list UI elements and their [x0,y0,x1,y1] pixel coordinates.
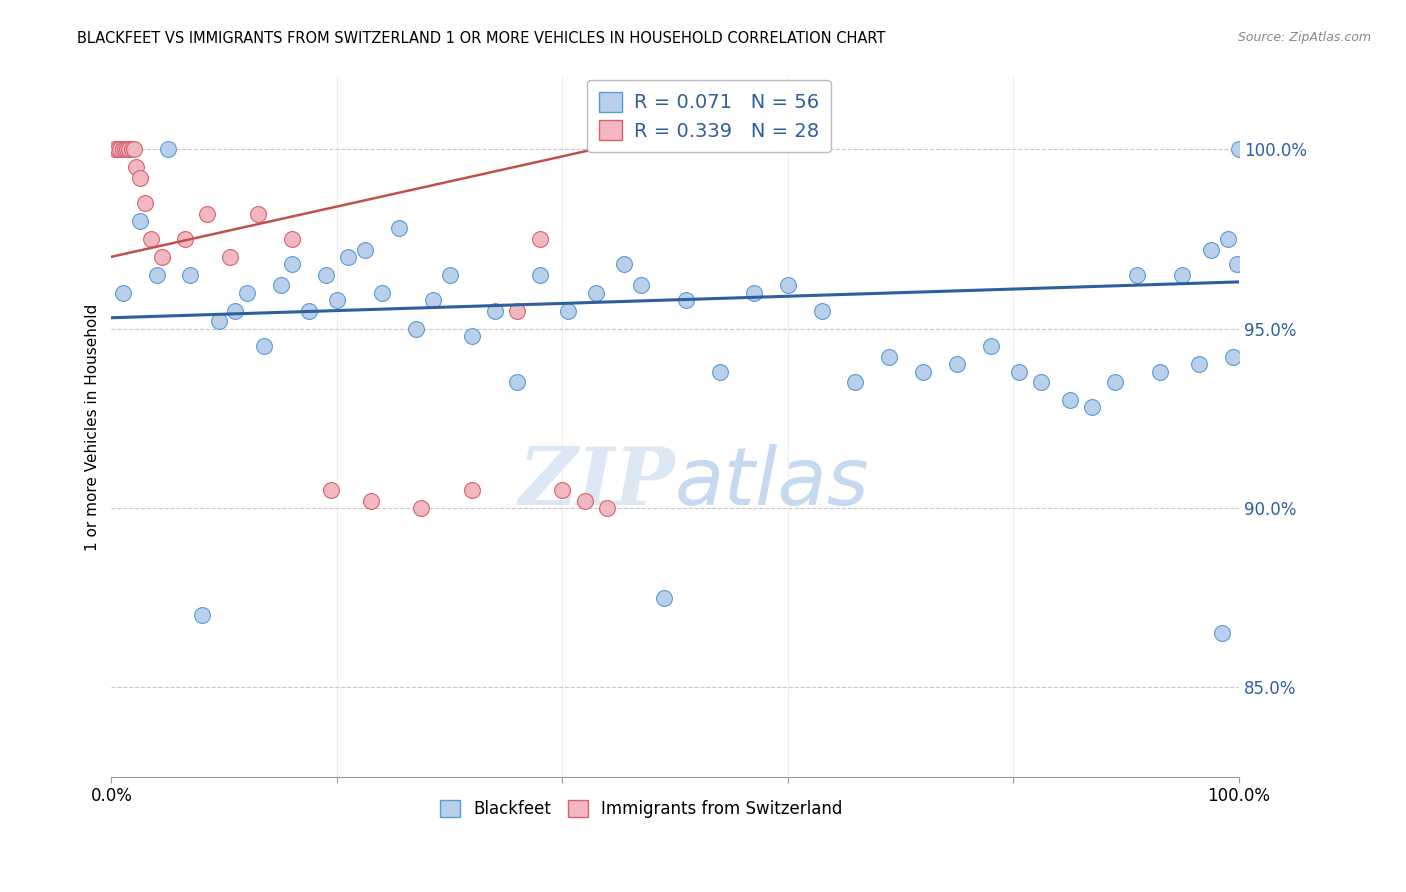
Blackfeet [844,376,866,390]
Blackfeet [298,303,321,318]
Blackfeet [315,268,337,282]
Blackfeet [1225,257,1247,271]
Blackfeet [190,608,212,623]
Blackfeet [1227,142,1250,156]
Blackfeet [1126,268,1149,282]
Immigrants from Switzerland [107,142,129,156]
Immigrants from Switzerland [574,493,596,508]
Blackfeet [557,303,579,318]
Blackfeet [1199,243,1222,257]
Blackfeet [207,314,229,328]
Immigrants from Switzerland [115,142,138,156]
Immigrants from Switzerland [173,232,195,246]
Immigrants from Switzerland [281,232,304,246]
Immigrants from Switzerland [111,142,134,156]
Blackfeet [946,358,969,372]
Blackfeet [1171,268,1194,282]
Blackfeet [326,293,349,307]
Blackfeet [371,285,394,300]
Immigrants from Switzerland [134,196,156,211]
Blackfeet [742,285,765,300]
Immigrants from Switzerland [246,207,269,221]
Blackfeet [585,285,607,300]
Immigrants from Switzerland [506,303,529,318]
Blackfeet [1031,376,1053,390]
Immigrants from Switzerland [150,250,173,264]
Blackfeet [484,303,506,318]
Immigrants from Switzerland [551,483,574,497]
Immigrants from Switzerland [360,493,382,508]
Blackfeet [439,268,461,282]
Text: atlas: atlas [675,444,870,522]
Blackfeet [179,268,201,282]
Blackfeet [810,303,832,318]
Blackfeet [145,268,167,282]
Blackfeet [388,221,411,235]
Blackfeet [128,214,150,228]
Blackfeet [630,278,652,293]
Immigrants from Switzerland [529,232,551,246]
Immigrants from Switzerland [110,142,132,156]
Immigrants from Switzerland [596,500,619,515]
Blackfeet [1059,393,1081,408]
Immigrants from Switzerland [411,500,433,515]
Blackfeet [652,591,675,605]
Blackfeet [1008,365,1031,379]
Blackfeet [156,142,179,156]
Blackfeet [1149,365,1171,379]
Blackfeet [613,257,636,271]
Blackfeet [354,243,377,257]
Blackfeet [529,268,551,282]
Immigrants from Switzerland [139,232,162,246]
Immigrants from Switzerland [122,142,145,156]
Immigrants from Switzerland [104,142,127,156]
Blackfeet [235,285,257,300]
Immigrants from Switzerland [114,142,136,156]
Immigrants from Switzerland [121,142,143,156]
Blackfeet [1216,232,1239,246]
Immigrants from Switzerland [118,142,141,156]
Text: ZIP: ZIP [519,444,675,522]
Blackfeet [252,339,274,353]
Blackfeet [337,250,360,264]
Immigrants from Switzerland [125,160,148,174]
Blackfeet [224,303,246,318]
Blackfeet [877,350,900,364]
Blackfeet [1222,350,1244,364]
Blackfeet [270,278,292,293]
Text: Source: ZipAtlas.com: Source: ZipAtlas.com [1237,31,1371,45]
Blackfeet [1211,626,1233,640]
Blackfeet [912,365,935,379]
Text: BLACKFEET VS IMMIGRANTS FROM SWITZERLAND 1 OR MORE VEHICLES IN HOUSEHOLD CORRELA: BLACKFEET VS IMMIGRANTS FROM SWITZERLAND… [77,31,886,46]
Blackfeet [1081,401,1104,415]
Blackfeet [675,293,697,307]
Immigrants from Switzerland [128,170,150,185]
Blackfeet [776,278,799,293]
Blackfeet [709,365,731,379]
Legend: Blackfeet, Immigrants from Switzerland: Blackfeet, Immigrants from Switzerland [433,793,849,824]
Blackfeet [1188,358,1211,372]
Blackfeet [980,339,1002,353]
Blackfeet [461,328,484,343]
Blackfeet [405,321,427,335]
Blackfeet [1104,376,1126,390]
Blackfeet [281,257,304,271]
Blackfeet [506,376,529,390]
Blackfeet [422,293,444,307]
Y-axis label: 1 or more Vehicles in Household: 1 or more Vehicles in Household [86,303,100,550]
Immigrants from Switzerland [461,483,484,497]
Blackfeet [111,285,134,300]
Immigrants from Switzerland [218,250,240,264]
Immigrants from Switzerland [321,483,343,497]
Immigrants from Switzerland [195,207,218,221]
